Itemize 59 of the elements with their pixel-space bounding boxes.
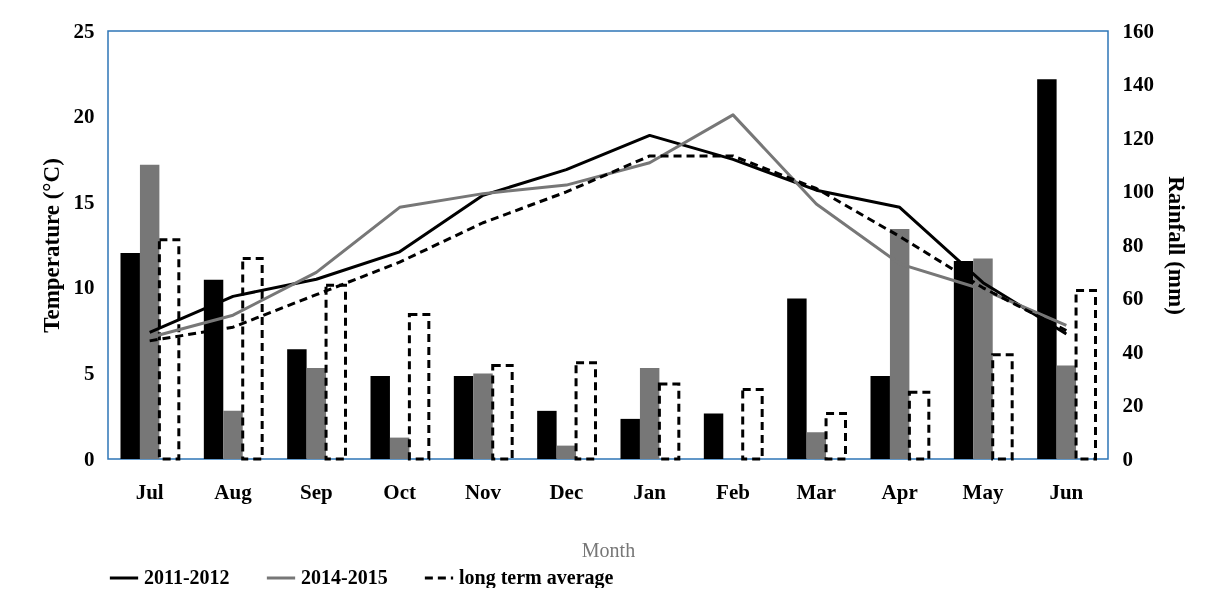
bar (620, 418, 640, 459)
bar (787, 298, 807, 459)
bar (370, 376, 390, 459)
x-tick-label: Oct (383, 479, 416, 504)
y-tick-label: 0 (84, 446, 95, 471)
x-tick-label: Nov (464, 479, 502, 504)
y-axis-title: Temperature (°C) (38, 158, 64, 333)
x-tick-label: Aug (214, 479, 253, 504)
y-tick-label: 5 (84, 360, 95, 385)
bar (991, 353, 1014, 461)
x-tick-label: Mar (796, 479, 837, 504)
bar (473, 373, 493, 459)
x-tick-label: May (962, 479, 1004, 504)
x-tick-label: Jul (135, 479, 164, 504)
y2-tick-label: 160 (1122, 18, 1154, 43)
bar (703, 413, 724, 459)
bar (407, 313, 431, 461)
x-tick-label: Feb (716, 479, 750, 504)
y2-tick-label: 0 (1122, 446, 1133, 471)
bar (657, 382, 681, 461)
y-tick-label: 10 (73, 275, 95, 300)
bar (453, 376, 474, 459)
y2-tick-label: 120 (1122, 125, 1154, 150)
y2-tick-label: 100 (1122, 179, 1154, 203)
x-tick-label: Apr (881, 479, 918, 504)
bar (537, 410, 557, 459)
y2-tick-label: 60 (1122, 286, 1144, 310)
bar (574, 361, 597, 461)
bar (1056, 365, 1077, 459)
bar (870, 376, 890, 459)
y2-axis-title: Rainfall (mm) (1164, 176, 1189, 315)
y-tick-label: 25 (73, 18, 95, 43)
y-tick-label: 15 (73, 189, 95, 214)
y2-tick-label: 40 (1122, 339, 1144, 364)
y2-tick-label: 20 (1122, 393, 1144, 417)
bar (741, 387, 764, 461)
x-tick-label: Dec (549, 479, 584, 504)
bar (306, 368, 327, 459)
bar (639, 368, 660, 459)
y-tick-label: 20 (73, 104, 95, 129)
legend-label: 2014-2015 (301, 566, 388, 588)
bar (806, 432, 827, 459)
x-tick-label: Jun (1049, 479, 1084, 504)
bar (287, 349, 307, 459)
bar (491, 363, 514, 461)
y2-tick-label: 80 (1122, 232, 1144, 257)
bar (907, 390, 931, 461)
legend-label: long term average (459, 566, 614, 589)
bar (824, 412, 847, 461)
x-axis-title: Month (581, 538, 636, 561)
bar (223, 410, 243, 459)
bar (120, 253, 140, 459)
x-tick-label: Sep (299, 479, 333, 504)
x-tick-label: Jan (633, 479, 667, 504)
bar (556, 445, 577, 459)
bar (1074, 288, 1097, 461)
bar (389, 437, 410, 459)
y2-tick-label: 140 (1122, 72, 1154, 96)
legend-label: 2011-2012 (144, 566, 230, 588)
